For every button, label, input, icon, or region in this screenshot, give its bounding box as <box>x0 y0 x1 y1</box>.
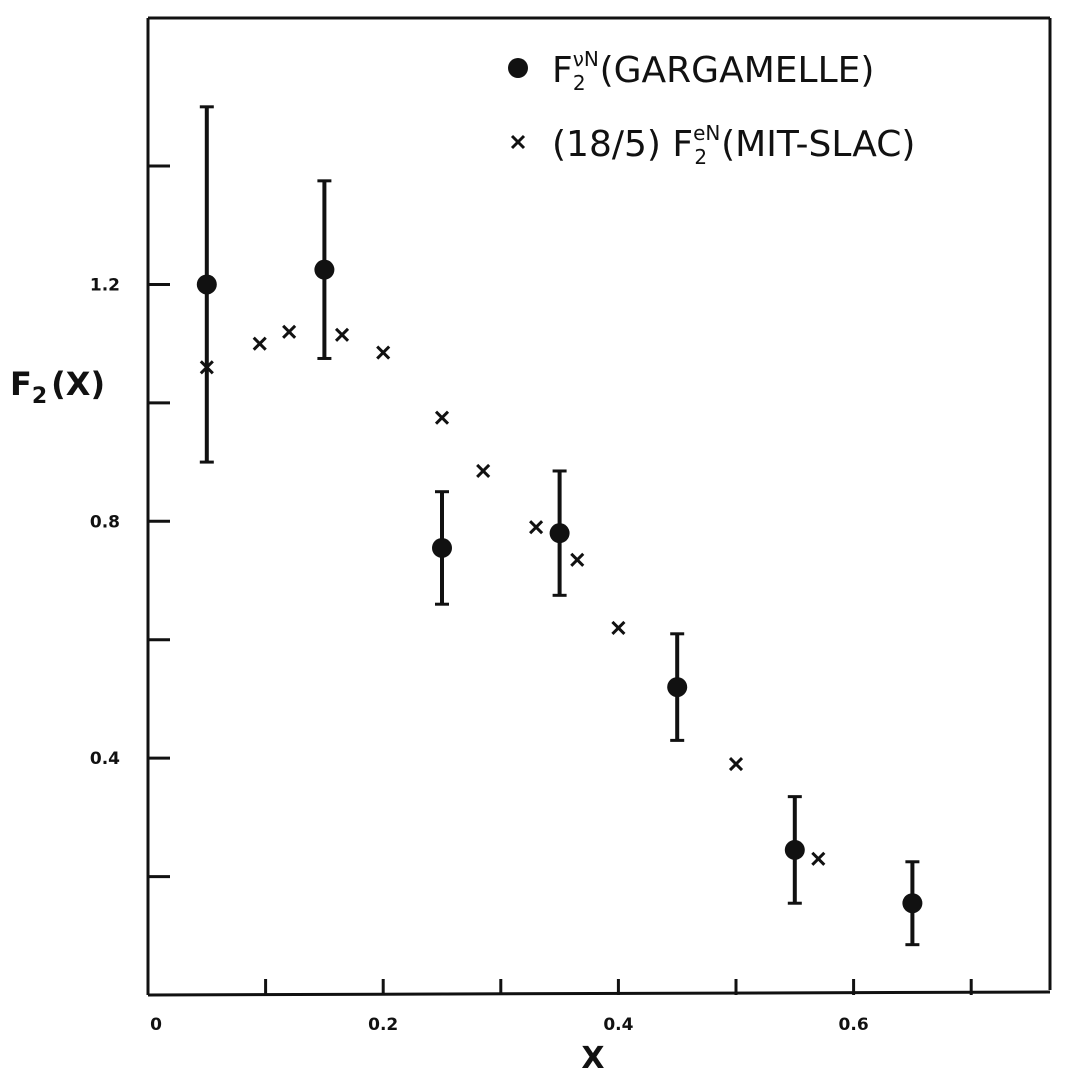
tick-labels: 0 0.2 0.4 0.6 0.4 0.8 1.2 <box>90 275 869 1035</box>
mit-slac-point <box>334 327 350 342</box>
y-tick-label: 0.8 <box>90 512 120 532</box>
tick-marks <box>146 164 973 995</box>
x-tick-label: 0 <box>150 1015 162 1035</box>
y-tick-label: 1.2 <box>90 275 120 295</box>
mit-slac-point <box>252 336 267 351</box>
mit-slac-point <box>199 360 214 375</box>
y-axis-title: F2 (X) <box>10 365 105 409</box>
y-tick-label: 0.4 <box>90 749 120 769</box>
x-axis-line <box>147 990 1051 997</box>
gargamelle-point <box>314 259 335 280</box>
legend: FνN 2 (GARGAMELLE) (18/5) FeN 2 (MIT-SLAC) <box>508 47 915 169</box>
gargamelle-point <box>549 523 570 544</box>
mit-slac-point <box>434 410 450 425</box>
gargamelle-point <box>432 537 452 558</box>
y-axis-title-sub: 2 <box>32 384 47 409</box>
mit-slac-point <box>376 345 391 360</box>
mit-slac-point <box>811 851 826 866</box>
mit-slac-point <box>728 757 744 772</box>
axes <box>146 16 1052 997</box>
mit-slac-point <box>570 552 585 567</box>
mit-slac-point <box>282 324 297 339</box>
gargamelle-point <box>784 839 805 860</box>
gargamelle-point <box>667 677 688 698</box>
legend-label: FνN 2 (GARGAMELLE) <box>552 47 874 95</box>
gargamelle-point <box>902 893 923 914</box>
y-axis-title-arg: (X) <box>51 365 105 403</box>
legend-label: (18/5) FeN 2 (MIT-SLAC) <box>552 121 915 169</box>
mit-slac-point <box>476 463 491 479</box>
x-tick-label: 0.4 <box>603 1015 633 1035</box>
mit-slac-point <box>529 520 544 535</box>
gargamelle-point <box>196 274 217 295</box>
x-tick-label: 0.2 <box>368 1015 398 1035</box>
x-tick-label: 0.6 <box>839 1015 869 1035</box>
mit-slac-point <box>611 620 626 635</box>
legend-marker-cross <box>510 134 526 150</box>
data-series <box>196 105 923 947</box>
x-axis-title: X <box>581 1041 604 1075</box>
legend-marker-circle <box>508 58 528 78</box>
y-axis-title-main: F <box>10 365 32 403</box>
